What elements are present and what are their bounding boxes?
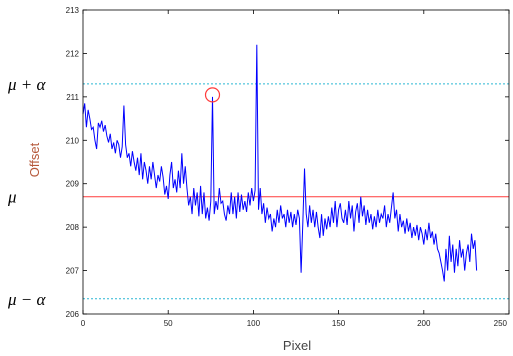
y-tick-label: 210 (66, 136, 80, 145)
reference-lines (83, 83, 509, 300)
highlight-circle-marker (204, 87, 221, 103)
y-tick-label: 209 (66, 180, 80, 189)
y-tick-label: 212 (66, 49, 80, 58)
reference-label-2: μ − α (7, 290, 47, 309)
y-tick-label: 211 (66, 93, 79, 102)
x-axis-ticks: 0 50 100 150 200 250 (81, 10, 510, 328)
y-tick-label: 208 (66, 223, 80, 232)
y-axis-ticks: 206 207 208 209 210 211 212 213 (66, 6, 509, 319)
reference-label-0: μ + α (7, 75, 47, 94)
x-tick-label: 100 (247, 319, 261, 328)
y-tick-label: 206 (66, 310, 80, 319)
x-tick-label: 200 (417, 319, 431, 328)
reference-labels: μ + α μ μ − α (7, 75, 47, 309)
plot-frame (82, 9, 510, 315)
reference-label-1: μ (7, 188, 17, 207)
x-axis-title: Pixel (283, 338, 311, 353)
x-tick-label: 250 (494, 319, 508, 328)
y-axis-title: Offset (27, 142, 42, 177)
x-tick-label: 0 (81, 319, 86, 328)
y-tick-label: 207 (66, 267, 80, 276)
x-tick-label: 50 (164, 319, 173, 328)
series-line (82, 44, 478, 282)
y-tick-label: 213 (66, 6, 80, 15)
x-tick-label: 150 (332, 319, 346, 328)
